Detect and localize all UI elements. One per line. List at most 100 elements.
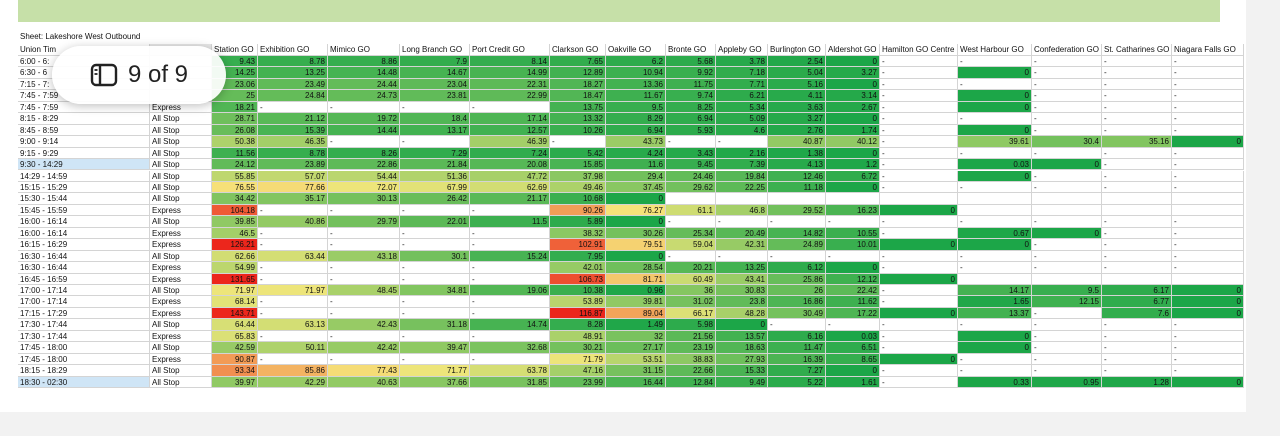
value-cell: 0.95 — [1032, 376, 1102, 389]
value-cell: 27.17 — [606, 342, 666, 354]
dash-cell: - — [880, 170, 958, 182]
page-counter[interactable]: 9 of 9 — [52, 46, 226, 104]
value-cell: 90.87 — [212, 353, 258, 366]
value-cell: 79.51 — [606, 239, 666, 251]
empty-cell — [1102, 193, 1172, 205]
dash-cell: - — [470, 273, 550, 285]
dash-cell: - — [880, 90, 958, 102]
value-cell: 0 — [826, 365, 880, 377]
value-cell: 29.79 — [328, 216, 400, 228]
value-cell: 50.38 — [212, 136, 258, 148]
value-cell: 22.99 — [470, 90, 550, 102]
value-cell: 61.1 — [666, 204, 716, 217]
time-cell: 16:30 - 16:44 — [18, 262, 150, 274]
value-cell: 39.81 — [606, 296, 666, 308]
column-header: Aldershot GO — [826, 44, 880, 56]
column-header: West Harbour GO — [958, 44, 1032, 56]
value-cell: 53.89 — [550, 296, 606, 308]
value-cell: 7.18 — [716, 67, 768, 79]
type-cell: Express — [150, 101, 212, 114]
dash-cell: - — [1102, 101, 1172, 114]
type-cell: Express — [150, 262, 212, 274]
value-cell: 39.97 — [212, 376, 258, 389]
dash-cell: - — [880, 124, 958, 137]
type-cell: All Stop — [150, 285, 212, 297]
dash-cell: - — [400, 239, 470, 251]
dash-cell: - — [880, 101, 958, 114]
dash-cell: - — [258, 307, 328, 320]
dash-cell: - — [1172, 216, 1244, 228]
dash-cell: - — [470, 204, 550, 217]
value-cell: 1.74 — [826, 124, 880, 137]
dash-cell: - — [716, 250, 768, 263]
value-cell: 22.66 — [666, 365, 716, 377]
dash-cell: - — [328, 101, 400, 114]
dash-cell: - — [1102, 239, 1172, 251]
value-cell: 11.5 — [470, 216, 550, 228]
dash-cell: - — [1172, 262, 1244, 274]
dash-cell: - — [1172, 250, 1244, 263]
value-cell: 0 — [880, 273, 958, 285]
dash-cell: - — [958, 113, 1032, 125]
value-cell: 18.27 — [550, 78, 606, 91]
value-cell: 13.25 — [716, 262, 768, 274]
value-cell: 34.42 — [212, 193, 258, 205]
value-cell: 31.02 — [666, 296, 716, 308]
value-cell: 14.67 — [400, 67, 470, 79]
value-cell: 24.12 — [212, 159, 258, 171]
dash-cell: - — [1102, 124, 1172, 137]
value-cell: 35.17 — [258, 193, 328, 205]
value-cell: 3.63 — [768, 101, 826, 114]
dash-cell: - — [1032, 319, 1102, 331]
value-cell: 13.36 — [606, 78, 666, 91]
value-cell: 71.77 — [400, 365, 470, 377]
value-cell: 12.57 — [470, 124, 550, 137]
dash-cell: - — [880, 147, 958, 160]
dash-cell: - — [550, 136, 606, 148]
dash-cell: - — [1172, 319, 1244, 331]
value-cell: 2.16 — [716, 147, 768, 160]
dash-cell: - — [470, 330, 550, 343]
value-cell: 9.5 — [606, 101, 666, 114]
value-cell: 23.81 — [400, 90, 470, 102]
value-cell: 26.08 — [212, 124, 258, 137]
time-cell: 17:00 - 17:14 — [18, 296, 150, 308]
value-cell: 7.27 — [768, 365, 826, 377]
dash-cell: - — [1172, 239, 1244, 251]
empty-cell — [716, 193, 768, 205]
value-cell: 15.39 — [258, 124, 328, 137]
sidebar-icon — [90, 63, 118, 87]
value-cell: 16.44 — [606, 376, 666, 389]
value-cell: 77.66 — [258, 181, 328, 194]
dash-cell: - — [328, 353, 400, 366]
time-cell: 16:00 - 16:14 — [18, 216, 150, 228]
value-cell: 46.39 — [470, 136, 550, 148]
type-cell: All Stop — [150, 113, 212, 125]
value-cell: 28.54 — [606, 262, 666, 274]
dash-cell: - — [400, 353, 470, 366]
value-cell: 39.61 — [958, 136, 1032, 148]
dash-cell: - — [880, 216, 958, 228]
value-cell: 42.42 — [328, 342, 400, 354]
column-header: Niagara Falls GO — [1172, 44, 1244, 56]
value-cell: 35.16 — [1102, 136, 1172, 148]
value-cell: 11.56 — [212, 147, 258, 160]
column-header: Clarkson GO — [550, 44, 606, 56]
value-cell: 5.98 — [666, 319, 716, 331]
sheet-label: Sheet: Lakeshore West Outbound — [20, 32, 141, 41]
column-header: Appleby GO — [716, 44, 768, 56]
value-cell: 0 — [958, 330, 1032, 343]
value-cell: 11.6 — [606, 159, 666, 171]
value-cell: 4.13 — [768, 159, 826, 171]
value-cell: 14.99 — [470, 67, 550, 79]
value-cell: 63.44 — [258, 250, 328, 263]
value-cell: 9.45 — [666, 159, 716, 171]
value-cell: 28.71 — [212, 113, 258, 125]
dash-cell: - — [1102, 113, 1172, 125]
value-cell: 27.93 — [716, 353, 768, 366]
dash-cell: - — [1102, 67, 1172, 79]
value-cell: 30.83 — [716, 285, 768, 297]
value-cell: 16.86 — [768, 296, 826, 308]
value-cell: 5.04 — [768, 67, 826, 79]
empty-cell — [958, 193, 1032, 205]
